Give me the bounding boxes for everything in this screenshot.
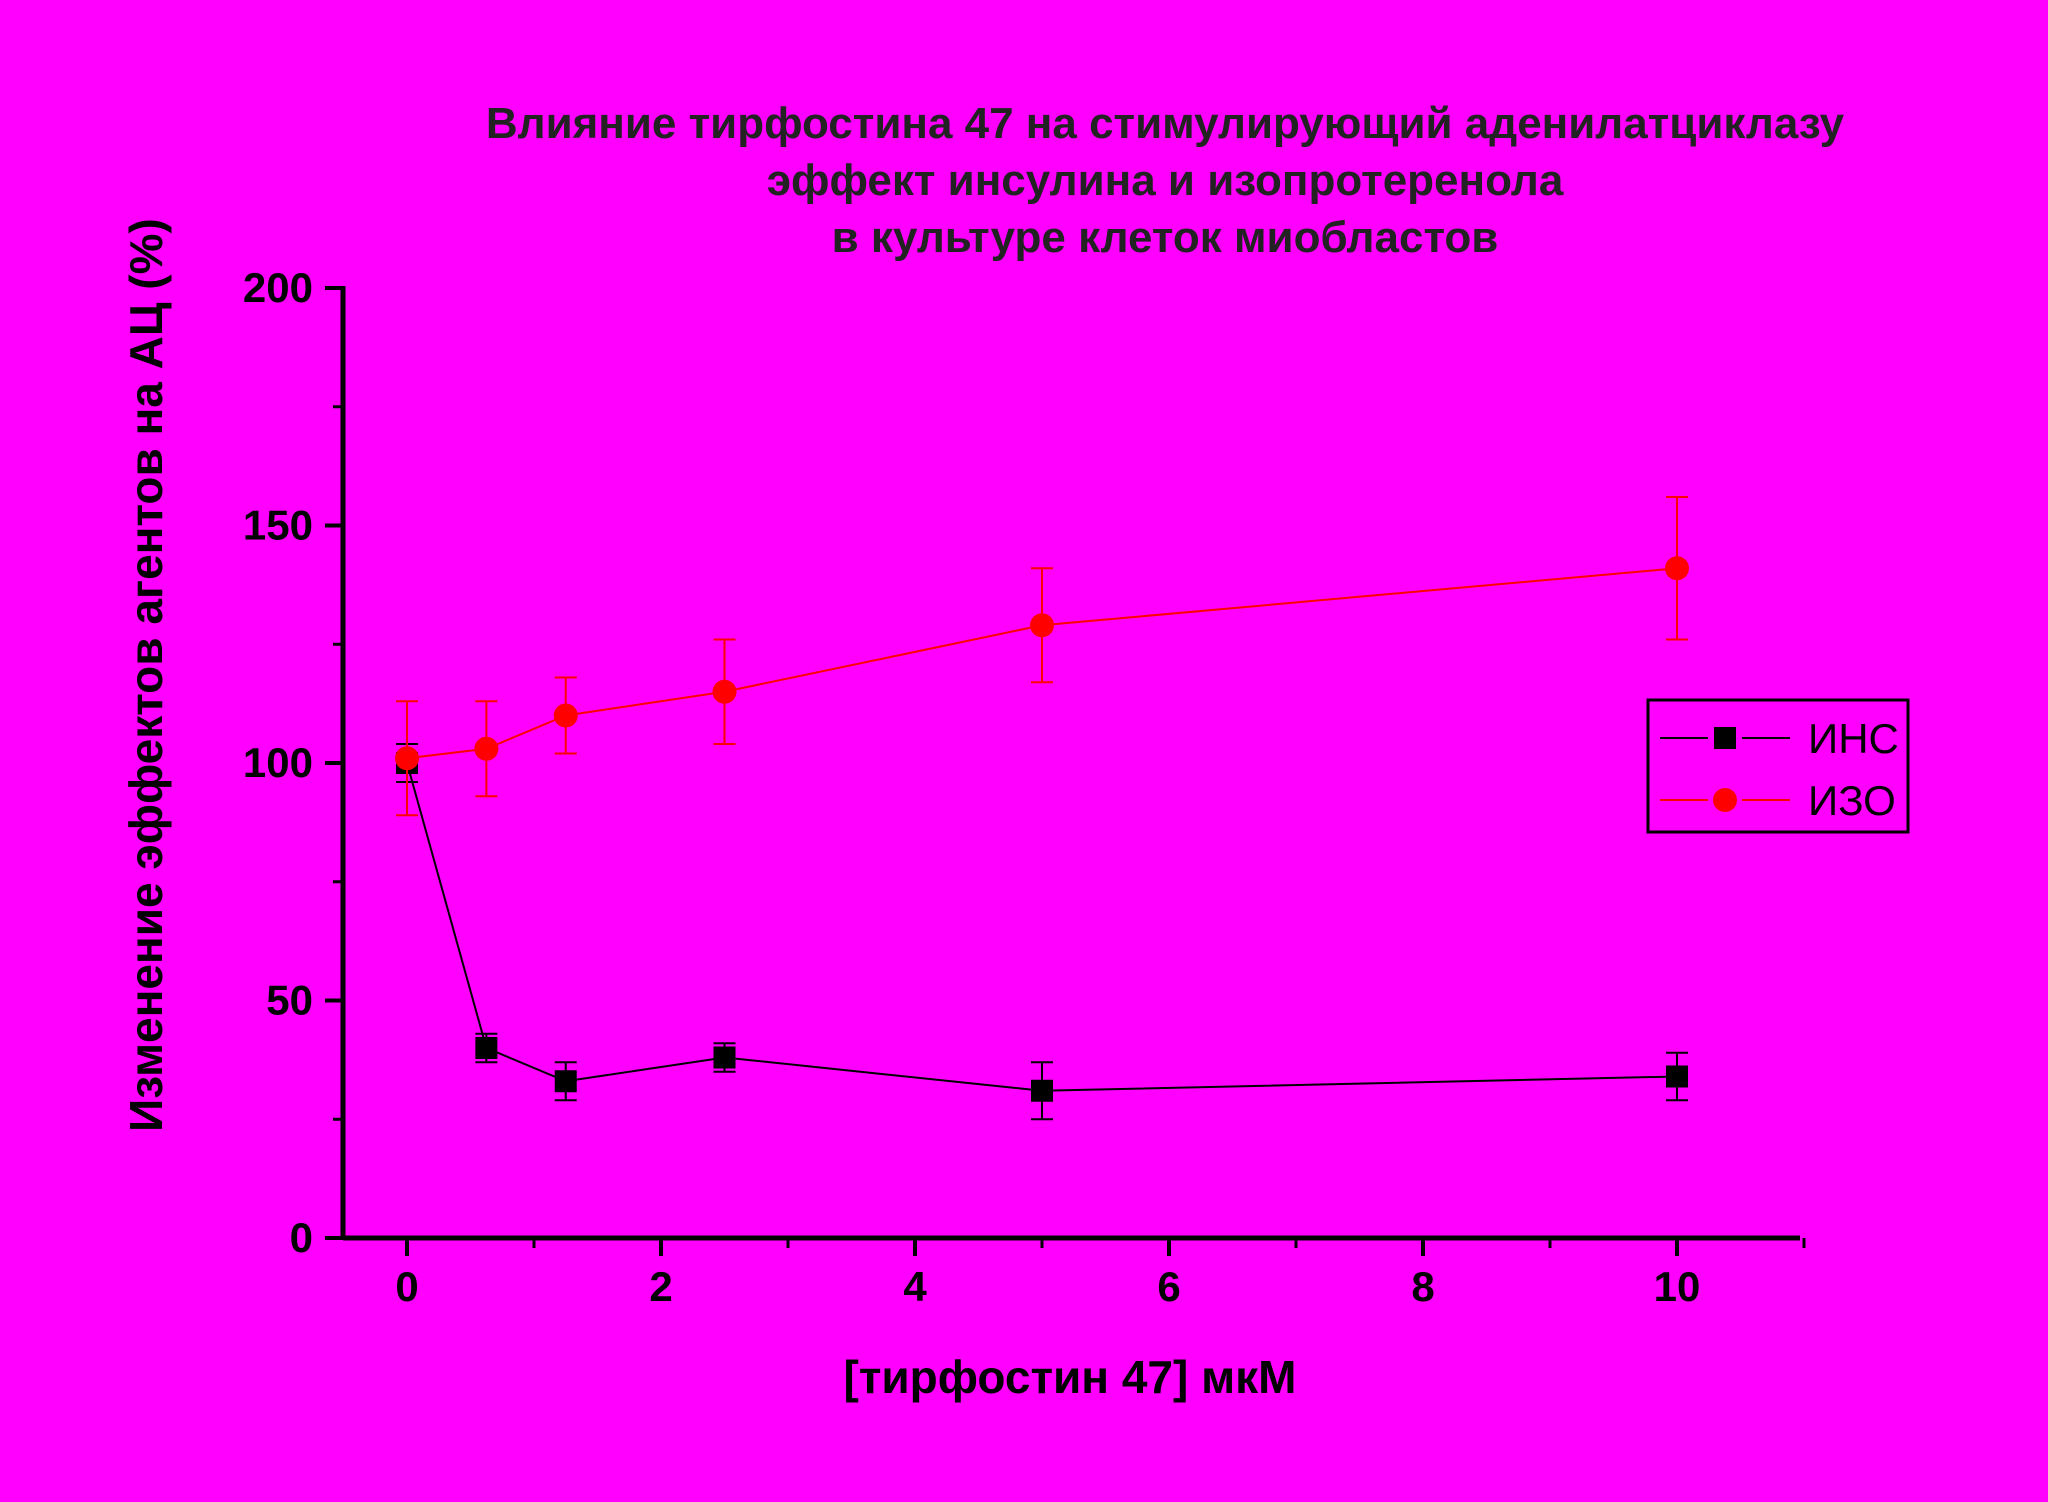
- data-point: [475, 1037, 498, 1059]
- data-point: [1666, 1065, 1688, 1088]
- data-point: [1665, 556, 1689, 581]
- series-layer: [395, 496, 1689, 1121]
- legend-marker-izo: [1713, 788, 1737, 812]
- legend-box: [1646, 698, 1910, 834]
- legend-item-izo: ИЗО: [1660, 777, 1896, 824]
- y-axis-title: Изменение эффектов агентов на АЦ (%): [120, 218, 172, 1132]
- data-point: [553, 703, 578, 728]
- legend-marker-ins: [1714, 727, 1736, 749]
- x-tick-label: 10: [1654, 1263, 1701, 1310]
- title-line-2: эффект инсулина и изопротеренола: [767, 156, 1564, 205]
- x-tick-label: 4: [903, 1263, 927, 1310]
- series-line: [406, 762, 1678, 1092]
- y-tick-label: 50: [266, 977, 313, 1024]
- data-point: [1031, 1079, 1053, 1102]
- x-ticks: 0 2 4 6 8 10: [395, 1238, 1806, 1310]
- data-point: [395, 746, 419, 771]
- y-tick-label: 150: [243, 502, 313, 549]
- data-point: [713, 1046, 736, 1069]
- x-tick-label: 6: [1157, 1263, 1180, 1310]
- title-line-1: Влияние тирфостина 47 на стимулирующий а…: [486, 99, 1845, 148]
- y-tick-label: 100: [243, 739, 313, 786]
- x-axis-title: [тирфостин 47] мкМ: [844, 1351, 1297, 1403]
- legend-label-izo: ИЗО: [1808, 777, 1896, 824]
- y-tick-label: 0: [290, 1214, 313, 1261]
- axes: [340, 286, 1800, 1241]
- series-ins: [396, 743, 1688, 1121]
- legend-item-ins: ИНС: [1660, 715, 1899, 762]
- data-point: [474, 736, 499, 761]
- y-tick-label: 200: [243, 264, 313, 311]
- chart-title: Влияние тирфостина 47 на стимулирующий а…: [486, 99, 1845, 262]
- y-ticks: 0 50 100 150 200: [243, 264, 343, 1261]
- series-izo: [395, 496, 1689, 817]
- legend: ИНС ИЗО: [1646, 698, 1910, 834]
- data-point: [1030, 613, 1054, 638]
- legend-label-ins: ИНС: [1808, 715, 1899, 762]
- data-point: [712, 679, 737, 704]
- series-line: [406, 567, 1678, 760]
- title-line-3: в культуре клеток миобластов: [832, 213, 1499, 262]
- x-tick-label: 8: [1411, 1263, 1434, 1310]
- data-point: [554, 1070, 577, 1093]
- x-tick-label: 0: [395, 1263, 418, 1310]
- x-tick-label: 2: [649, 1263, 672, 1310]
